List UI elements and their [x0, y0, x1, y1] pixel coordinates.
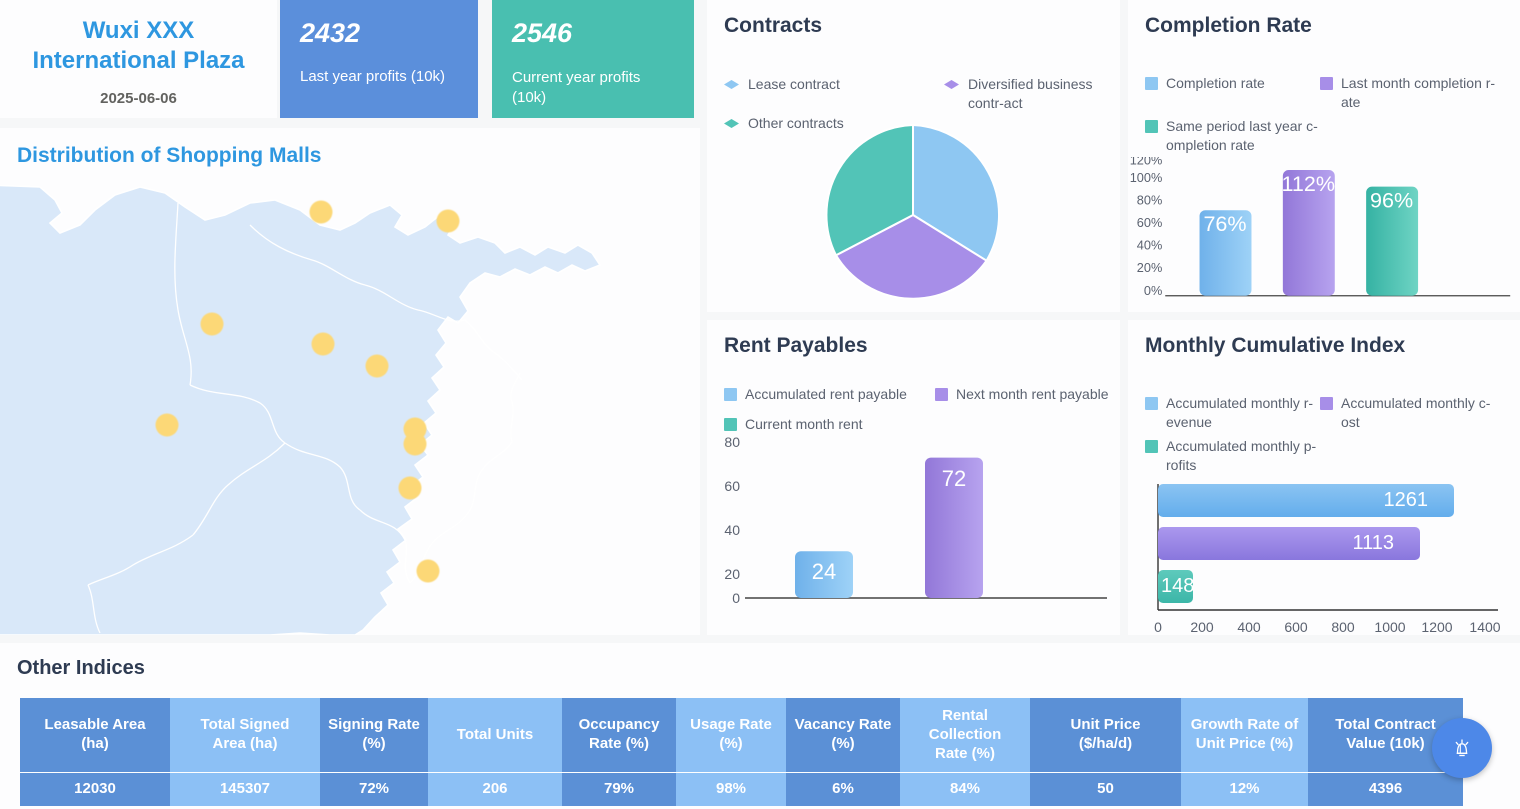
- svg-text:20: 20: [724, 566, 740, 582]
- svg-text:100%: 100%: [1130, 170, 1163, 185]
- svg-text:60: 60: [724, 478, 740, 494]
- svg-text:72: 72: [942, 466, 966, 491]
- svg-text:148: 148: [1161, 575, 1194, 597]
- svg-text:0%: 0%: [1144, 283, 1162, 298]
- svg-text:400: 400: [1237, 619, 1261, 635]
- svg-text:1400: 1400: [1469, 619, 1500, 635]
- svg-text:40: 40: [724, 522, 740, 538]
- svg-text:96%: 96%: [1370, 188, 1413, 213]
- svg-text:600: 600: [1284, 619, 1308, 635]
- svg-text:60%: 60%: [1137, 215, 1163, 230]
- svg-text:40%: 40%: [1137, 238, 1163, 253]
- svg-text:120%: 120%: [1130, 157, 1163, 167]
- svg-text:24: 24: [812, 559, 836, 584]
- svg-text:1000: 1000: [1374, 619, 1405, 635]
- svg-text:1200: 1200: [1421, 619, 1452, 635]
- svg-text:1261: 1261: [1384, 489, 1429, 511]
- svg-text:1113: 1113: [1352, 532, 1394, 554]
- svg-text:80: 80: [724, 434, 740, 450]
- svg-text:20%: 20%: [1137, 260, 1163, 275]
- svg-text:0: 0: [732, 590, 740, 606]
- svg-text:76%: 76%: [1203, 211, 1246, 236]
- svg-text:80%: 80%: [1137, 193, 1163, 208]
- svg-text:0: 0: [1154, 619, 1162, 635]
- svg-text:112%: 112%: [1282, 171, 1336, 196]
- svg-text:800: 800: [1331, 619, 1355, 635]
- svg-text:200: 200: [1190, 619, 1214, 635]
